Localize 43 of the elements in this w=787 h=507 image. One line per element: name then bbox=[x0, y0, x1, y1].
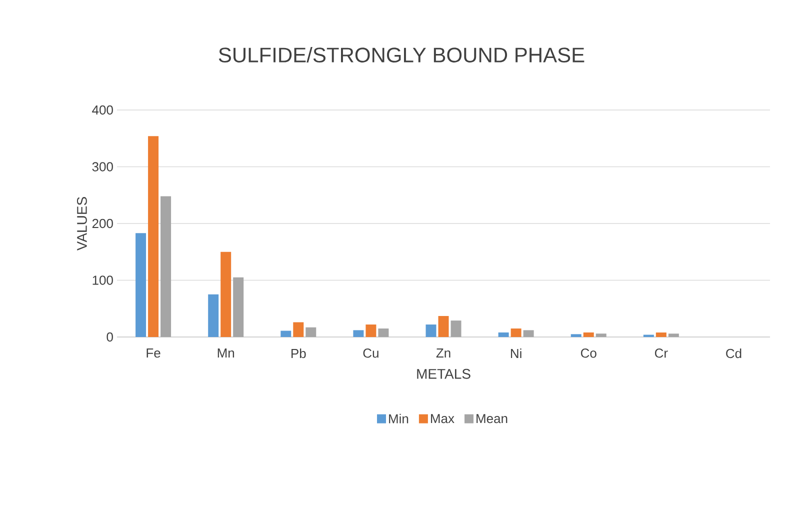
bar bbox=[136, 233, 146, 337]
bar bbox=[220, 252, 232, 337]
bar bbox=[510, 328, 522, 337]
legend-label: Min bbox=[389, 414, 408, 424]
bar bbox=[306, 327, 316, 337]
y-tick-label: 200 bbox=[92, 218, 113, 228]
chart-title: SULFIDE/STRONGLY BOUND PHASE bbox=[218, 47, 584, 62]
x-tick-label: Cr bbox=[654, 348, 668, 358]
bar bbox=[596, 334, 606, 337]
legend-label: Max bbox=[431, 414, 454, 424]
bar bbox=[450, 320, 462, 337]
y-tick-label: 100 bbox=[92, 276, 113, 285]
x-tick-label: Cu bbox=[363, 348, 378, 358]
bar bbox=[148, 136, 159, 337]
bar bbox=[378, 328, 389, 337]
bar bbox=[280, 330, 292, 337]
x-tick-label: Mn bbox=[218, 348, 234, 358]
bar bbox=[353, 330, 364, 337]
bar bbox=[583, 332, 594, 337]
legend-label: Mean bbox=[476, 414, 508, 424]
bar bbox=[438, 316, 449, 337]
bar bbox=[366, 324, 376, 337]
y-tick-label: 300 bbox=[92, 162, 113, 172]
bar bbox=[523, 330, 534, 337]
bar bbox=[293, 322, 304, 337]
x-axis-title: METALS bbox=[417, 368, 470, 379]
x-tick-label: Co bbox=[580, 348, 596, 358]
bar bbox=[656, 332, 666, 337]
bar bbox=[498, 332, 509, 337]
y-axis-title: VALUES bbox=[76, 197, 87, 251]
bar bbox=[570, 334, 582, 337]
x-tick-label: Zn bbox=[436, 348, 450, 358]
bar bbox=[208, 294, 219, 337]
x-tick-label: Fe bbox=[146, 348, 160, 358]
bar bbox=[160, 196, 172, 337]
y-tick-label: 400 bbox=[92, 105, 113, 115]
x-tick-label: Pb bbox=[292, 348, 306, 358]
x-tick-label: Ni bbox=[510, 348, 522, 358]
y-tick-label: 0 bbox=[106, 332, 113, 342]
x-tick-label: Cd bbox=[726, 348, 742, 358]
bar bbox=[426, 324, 436, 337]
bar bbox=[233, 277, 244, 337]
bar bbox=[668, 334, 679, 337]
